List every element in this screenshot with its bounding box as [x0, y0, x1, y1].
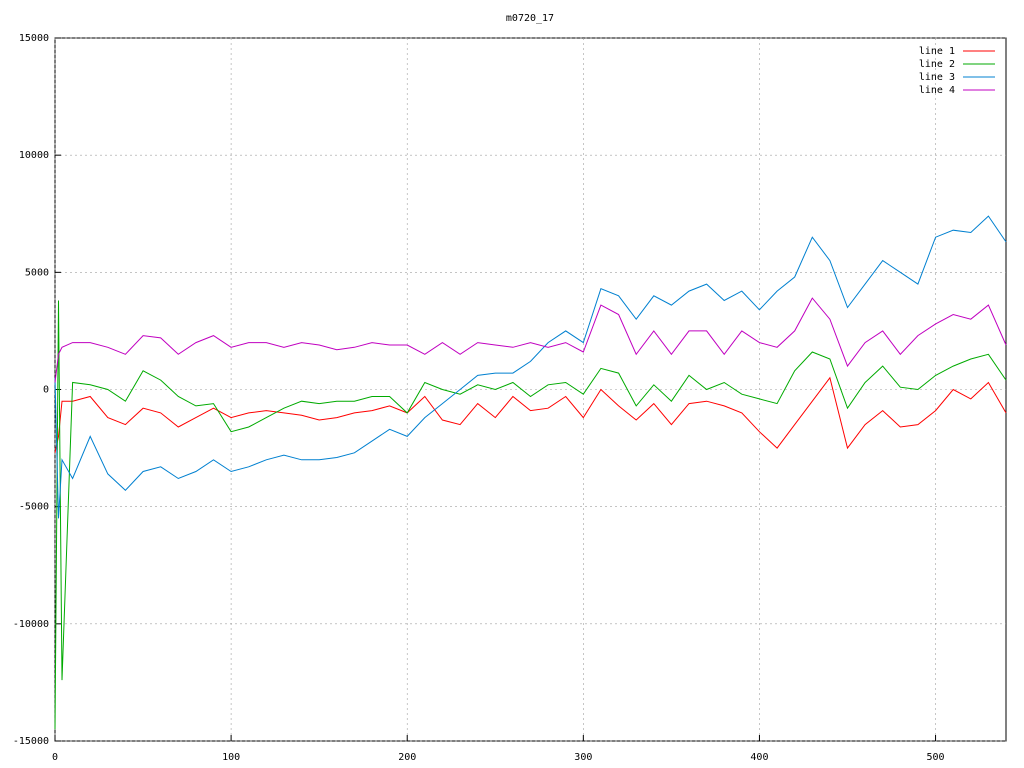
x-tick-label: 500 [927, 752, 945, 763]
y-tick-label: 0 [43, 385, 49, 396]
x-tick-label: 0 [52, 752, 58, 763]
y-tick-label: 5000 [25, 267, 49, 278]
y-tick-label: 10000 [19, 150, 49, 161]
legend-label: line 1 [919, 46, 955, 57]
data-line [54, 215, 1007, 519]
x-tick-label: 300 [574, 752, 592, 763]
x-tick-label: 100 [222, 752, 240, 763]
legend-label: line 2 [919, 59, 955, 70]
y-tick-label: -5000 [19, 502, 49, 513]
legend-label: line 4 [919, 85, 955, 96]
y-tick-label: 15000 [19, 33, 49, 44]
y-tick-label: -15000 [13, 736, 49, 747]
x-tick-label: 200 [398, 752, 416, 763]
chart-title: m0720_17 [506, 13, 554, 24]
data-line [54, 376, 1007, 453]
legend-label: line 3 [919, 72, 955, 83]
x-tick-label: 400 [750, 752, 768, 763]
y-tick-label: -10000 [13, 619, 49, 630]
data-line [54, 300, 1007, 730]
data-line [54, 297, 1007, 383]
